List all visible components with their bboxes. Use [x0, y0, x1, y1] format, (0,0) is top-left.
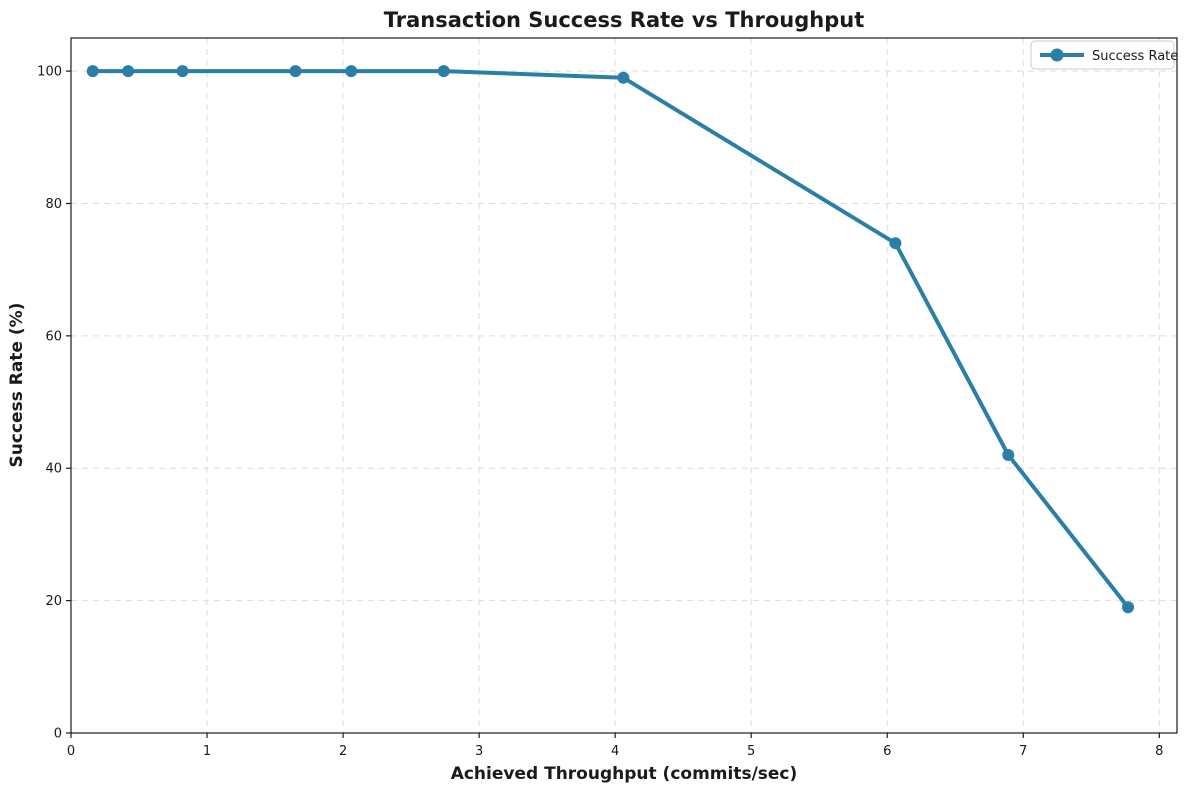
- axes-spines: [70, 37, 1178, 734]
- x-tick-label: 8: [1155, 744, 1163, 759]
- series-layer: [86, 65, 1135, 614]
- x-tick-label: 0: [67, 744, 75, 759]
- data-point-marker: [122, 65, 135, 78]
- y-tick-label: 100: [37, 65, 62, 80]
- x-tick-label: 1: [203, 744, 211, 759]
- data-point-marker: [289, 65, 302, 78]
- y-tick-label: 20: [45, 594, 62, 609]
- series-line: [90, 69, 1131, 610]
- data-point-marker: [1002, 449, 1015, 461]
- legend-marker-icon: [1050, 48, 1064, 62]
- y-tick-label: 40: [45, 462, 62, 477]
- x-tick-label: 3: [475, 744, 483, 759]
- y-tick-label: 0: [54, 727, 62, 742]
- y-tick-label: 60: [45, 329, 62, 344]
- data-point-marker: [617, 71, 630, 84]
- legend-box: [1030, 40, 1175, 70]
- chart-title: Transaction Success Rate vs Throughput: [384, 8, 865, 32]
- data-point-marker: [1122, 601, 1135, 614]
- data-point-marker: [345, 65, 358, 78]
- legend-entry-label: Success Rate: [1092, 49, 1178, 64]
- x-tick-label: 4: [611, 744, 619, 759]
- y-axis-label: Success Rate (%): [7, 303, 27, 468]
- data-point-marker: [889, 237, 902, 250]
- legend: Success Rate: [1030, 40, 1178, 70]
- plot-area: [71, 38, 1177, 733]
- data-point-marker: [86, 65, 99, 78]
- data-point-marker: [176, 65, 189, 78]
- x-tick-label: 7: [1019, 744, 1027, 759]
- y-tick-label: 80: [45, 197, 62, 212]
- x-axis-label: Achieved Throughput (commits/sec): [451, 764, 798, 784]
- data-point-marker: [437, 65, 450, 78]
- x-tick-label: 6: [883, 744, 891, 759]
- x-tick-label: 5: [747, 744, 755, 759]
- x-tick-label: 2: [339, 744, 347, 759]
